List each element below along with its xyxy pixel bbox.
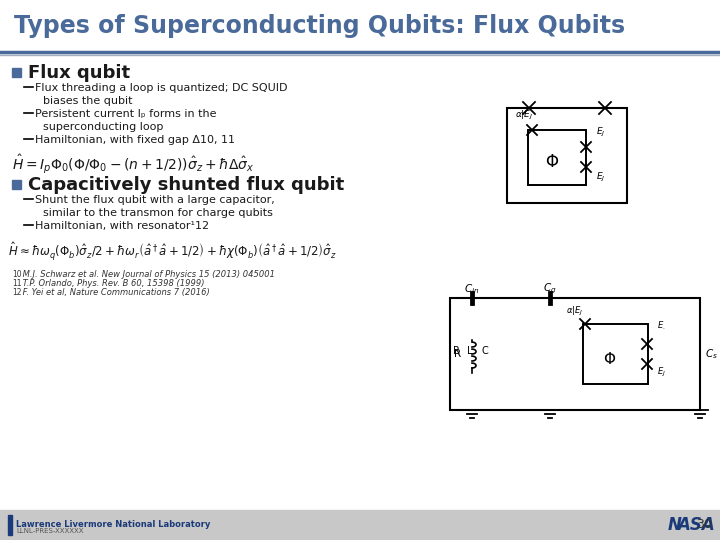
Bar bbox=[528, 130, 586, 185]
Text: R: R bbox=[454, 349, 462, 359]
Bar bbox=[12, 68, 21, 77]
Bar bbox=[12, 180, 21, 189]
Text: $\alpha|E_J$: $\alpha|E_J$ bbox=[567, 305, 584, 318]
Text: biases the qubit: biases the qubit bbox=[43, 96, 132, 106]
Text: Hamiltonian, with resonator¹12: Hamiltonian, with resonator¹12 bbox=[35, 221, 209, 231]
Text: 30: 30 bbox=[696, 518, 712, 531]
Text: L: L bbox=[467, 346, 473, 356]
Text: $\alpha|E_J$: $\alpha|E_J$ bbox=[515, 109, 534, 122]
Text: $E_J$: $E_J$ bbox=[657, 366, 666, 379]
Bar bbox=[450, 298, 700, 410]
Text: ASA: ASA bbox=[677, 516, 715, 534]
Text: Lawrence Livermore National Laboratory: Lawrence Livermore National Laboratory bbox=[16, 520, 210, 529]
Bar bbox=[583, 324, 648, 384]
Text: $\hat{H} \approx \hbar\omega_q(\Phi_b)\hat{\sigma}_z/2 + \hbar\omega_r\left(\hat: $\hat{H} \approx \hbar\omega_q(\Phi_b)\h… bbox=[8, 240, 337, 262]
Bar bbox=[507, 108, 627, 203]
Text: $E_.$: $E_.$ bbox=[657, 320, 665, 332]
Text: similar to the transmon for charge qubits: similar to the transmon for charge qubit… bbox=[43, 208, 273, 218]
Text: $E_J$: $E_J$ bbox=[596, 125, 606, 139]
Text: Flux threading a loop is quantized; DC SQUID: Flux threading a loop is quantized; DC S… bbox=[35, 83, 287, 93]
Text: Types of Superconducting Qubits: Flux Qubits: Types of Superconducting Qubits: Flux Qu… bbox=[14, 14, 625, 38]
Text: LLNL-PRES-XXXXXX: LLNL-PRES-XXXXXX bbox=[16, 528, 84, 534]
Text: C: C bbox=[482, 346, 488, 356]
Text: N: N bbox=[668, 516, 682, 534]
Text: 12: 12 bbox=[12, 288, 22, 297]
Bar bbox=[0, 0, 720, 52]
Text: Hamiltonian, with fixed gap Δ10, 11: Hamiltonian, with fixed gap Δ10, 11 bbox=[35, 135, 235, 145]
Text: $\Phi$: $\Phi$ bbox=[545, 153, 559, 171]
Text: $C_g$: $C_g$ bbox=[543, 281, 557, 296]
Text: Shunt the flux qubit with a large capacitor,: Shunt the flux qubit with a large capaci… bbox=[35, 195, 275, 205]
Text: $C_{in}$: $C_{in}$ bbox=[464, 282, 480, 296]
Text: $E_J$: $E_J$ bbox=[596, 171, 606, 184]
Text: T.P. Orlando, Phys. Rev. B 60, 15398 (1999): T.P. Orlando, Phys. Rev. B 60, 15398 (19… bbox=[20, 279, 204, 288]
Text: $\hat{H} = I_p\Phi_0\left(\Phi/\Phi_0 - (n+1/2)\right)\hat{\sigma}_z + \hbar\Del: $\hat{H} = I_p\Phi_0\left(\Phi/\Phi_0 - … bbox=[12, 152, 255, 176]
Text: 11: 11 bbox=[12, 279, 22, 288]
Text: Capacitively shunted flux qubit: Capacitively shunted flux qubit bbox=[28, 176, 344, 193]
Text: $C_s$: $C_s$ bbox=[705, 347, 718, 361]
Text: $\Phi$: $\Phi$ bbox=[603, 351, 616, 367]
Text: M.J. Schwarz et al. New Journal of Physics 15 (2013) 045001: M.J. Schwarz et al. New Journal of Physi… bbox=[20, 270, 275, 279]
Bar bbox=[0, 510, 720, 540]
Text: F. Yei et al, Nature Communications 7 (2016): F. Yei et al, Nature Communications 7 (2… bbox=[20, 288, 210, 297]
Text: Persistent current Iₚ forms in the: Persistent current Iₚ forms in the bbox=[35, 109, 217, 119]
Bar bbox=[8, 515, 12, 535]
Text: 10: 10 bbox=[12, 270, 22, 279]
Bar bbox=[0, 55, 720, 510]
Text: Flux qubit: Flux qubit bbox=[28, 64, 130, 82]
Text: superconducting loop: superconducting loop bbox=[43, 122, 163, 132]
Text: R: R bbox=[453, 346, 459, 356]
